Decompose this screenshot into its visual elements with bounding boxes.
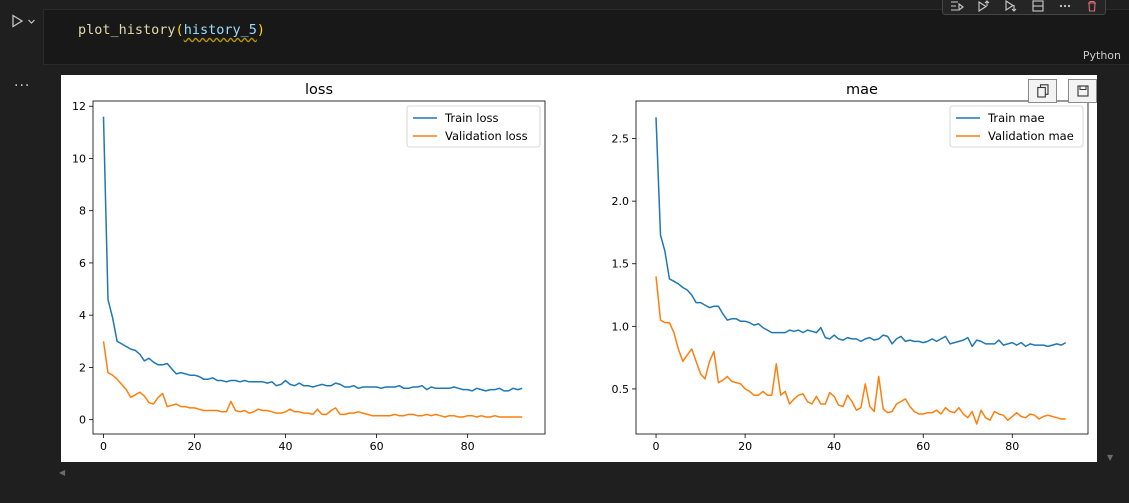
execute-below-icon[interactable]: [1004, 0, 1018, 13]
axes-frame: [635, 100, 1089, 435]
y-tick-label: 0.5: [612, 383, 630, 396]
run-cell-button[interactable]: [10, 10, 40, 32]
copy-output-button[interactable]: [1028, 79, 1057, 103]
x-tick-label: 0: [653, 440, 660, 453]
x-tick-label: 60: [916, 440, 930, 453]
axes-frame: [92, 100, 546, 435]
x-tick-label: 40: [827, 440, 841, 453]
code-line[interactable]: plot_history(history_5): [78, 22, 265, 38]
scroll-left-arrow-icon[interactable]: ◀: [59, 468, 66, 477]
chart-title: mae: [846, 82, 878, 98]
split-cell-icon[interactable]: [1031, 0, 1045, 13]
series-line-train: [655, 117, 1067, 348]
history-plots: loss 0 20 40 60 80 0 2 4 6 8 10 12 Train loss Validati…: [72, 82, 1089, 453]
copy-icon: [1036, 84, 1049, 98]
legend-entry: Train mae: [987, 111, 1045, 125]
save-icon: [1076, 85, 1089, 97]
series-line-validation: [655, 276, 1066, 425]
series-line-train: [102, 116, 523, 392]
y-tick-label: 4: [79, 309, 86, 322]
legend-entry: Train loss: [444, 111, 498, 125]
legend-box: [949, 105, 1084, 148]
scroll-down-arrow-icon[interactable]: ▼: [1107, 453, 1114, 462]
y-tick-label: 0: [79, 414, 86, 427]
plot-output-image: loss 0 20 40 60 80 0 2 4 6 8 10 12 Train loss Validati…: [61, 75, 1097, 462]
y-tick-label: 10: [72, 152, 86, 165]
y-tick-label: 2.5: [612, 133, 630, 146]
chart-title: loss: [305, 82, 333, 98]
x-tick-label: 60: [370, 440, 384, 453]
x-tick-label: 20: [738, 440, 752, 453]
cell-toolbar: [942, 0, 1106, 15]
code-function: plot_history: [78, 22, 176, 38]
legend-entry: Validation mae: [988, 129, 1074, 143]
delete-icon[interactable]: [1085, 0, 1099, 13]
y-tick-label: 2: [79, 361, 86, 374]
code-paren-open: (: [175, 22, 184, 38]
run-by-line-icon[interactable]: [950, 0, 964, 13]
code-argument: history_5: [183, 22, 257, 38]
y-tick-label: 1.0: [612, 320, 630, 333]
chevron-down-icon[interactable]: [27, 17, 36, 26]
x-tick-label: 80: [1005, 440, 1019, 453]
x-tick-label: 0: [100, 440, 107, 453]
x-tick-label: 40: [279, 440, 293, 453]
cell-language-label[interactable]: Python: [1082, 49, 1121, 62]
save-output-button[interactable]: [1068, 79, 1097, 103]
legend-entry: Validation loss: [445, 129, 528, 143]
y-tick-label: 12: [72, 100, 86, 113]
y-tick-label: 6: [79, 257, 86, 270]
y-tick-label: 1.5: [612, 258, 630, 271]
series-line-validation: [102, 341, 523, 418]
output-horizontal-scrollbar[interactable]: [61, 462, 1097, 478]
x-tick-label: 20: [188, 440, 202, 453]
legend-box: [406, 105, 541, 148]
y-tick-label: 2.0: [612, 195, 630, 208]
execute-above-icon[interactable]: [977, 0, 991, 13]
y-tick-label: 8: [79, 205, 86, 218]
code-cell-editor[interactable]: [43, 9, 1129, 65]
more-icon[interactable]: [1058, 0, 1072, 13]
output-menu-button[interactable]: ...: [14, 74, 31, 90]
code-paren-close: ): [256, 22, 265, 38]
play-icon: [12, 14, 24, 28]
x-tick-label: 80: [461, 440, 475, 453]
